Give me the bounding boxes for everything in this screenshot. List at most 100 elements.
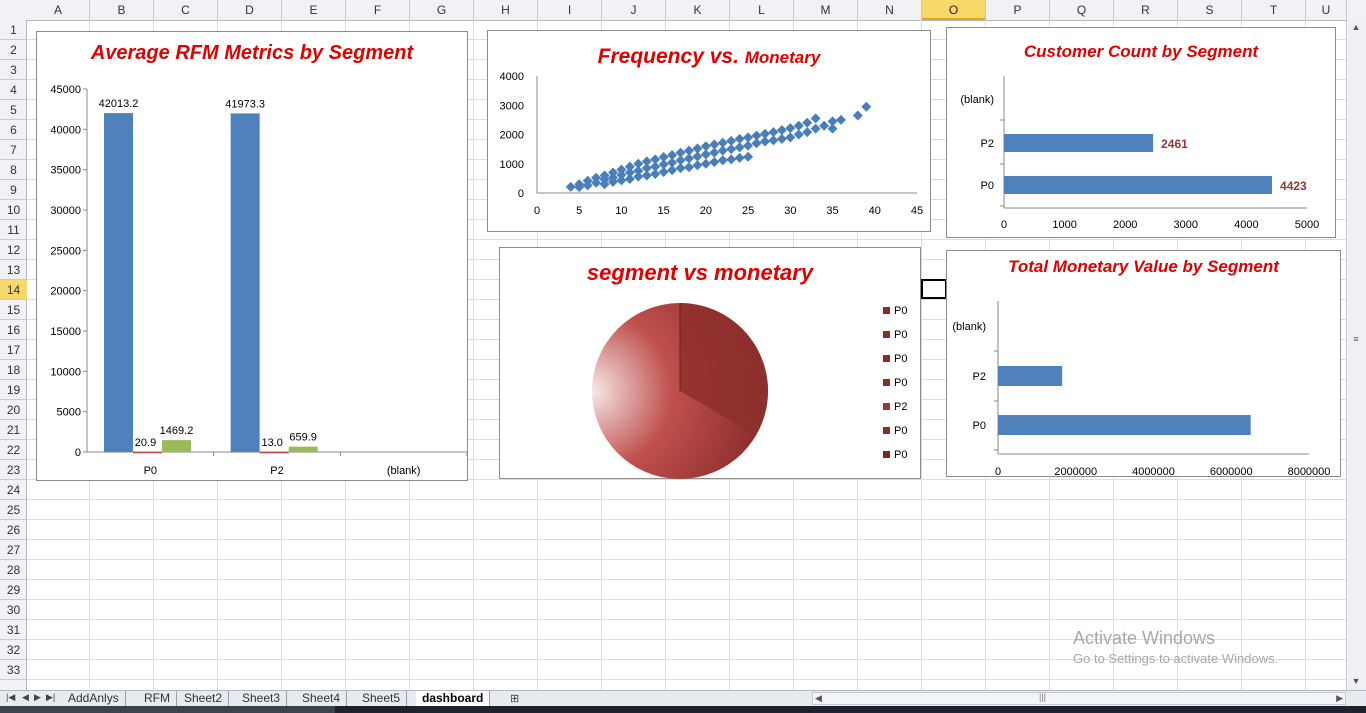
row-header-24[interactable]: 24 [0, 480, 27, 500]
sheet-tab-sheet4[interactable]: Sheet4 [296, 691, 348, 706]
row-header-11[interactable]: 11 [0, 220, 27, 240]
row-header-21[interactable]: 21 [0, 420, 27, 440]
y-tick-label: 35000 [50, 165, 81, 177]
scroll-thumb-grip-icon[interactable]: ≡ [1353, 334, 1359, 344]
scatter-point [827, 123, 838, 134]
row-header-22[interactable]: 22 [0, 440, 27, 460]
scroll-down-icon[interactable]: ▼ [1351, 676, 1361, 686]
row-header-27[interactable]: 27 [0, 540, 27, 560]
scatter-point [692, 151, 703, 162]
scatter-point [582, 175, 593, 186]
row-header-4[interactable]: 4 [0, 80, 27, 100]
row-header-18[interactable]: 18 [0, 360, 27, 380]
scroll-up-icon[interactable]: ▲ [1351, 22, 1361, 32]
active-cell[interactable] [921, 279, 947, 299]
scatter-point [743, 151, 754, 162]
row-header-30[interactable]: 30 [0, 600, 27, 620]
row-header-17[interactable]: 17 [0, 340, 27, 360]
sheet-tab-sheet2[interactable]: Sheet2 [178, 691, 230, 706]
row-header-29[interactable]: 29 [0, 580, 27, 600]
row-header-20[interactable]: 20 [0, 400, 27, 420]
sheet-tab-sheet3[interactable]: Sheet3 [236, 691, 288, 706]
row-header-26[interactable]: 26 [0, 520, 27, 540]
row-header-2[interactable]: 2 [0, 40, 27, 60]
column-header-t[interactable]: T [1242, 0, 1306, 20]
scatter-point [743, 140, 754, 151]
column-header-g[interactable]: G [410, 0, 474, 20]
chart-average-rfm[interactable]: Average RFM Metrics by Segment 0 5000 1000… [36, 31, 468, 481]
horizontal-scrollbar[interactable]: ◀ ||| ▶ [812, 692, 1346, 705]
column-header-o[interactable]: O [922, 0, 986, 20]
last-sheet-icon[interactable]: ▶| [46, 692, 56, 702]
sheet-tab-dashboard[interactable]: dashboard [416, 691, 491, 706]
next-sheet-icon[interactable]: ▶ [34, 692, 41, 702]
column-header-h[interactable]: H [474, 0, 538, 20]
column-header-p[interactable]: P [986, 0, 1050, 20]
scatter-point [819, 120, 830, 131]
row-header-12[interactable]: 12 [0, 240, 27, 260]
x-tick-label: 2000000 [1054, 466, 1097, 478]
column-header-j[interactable]: J [602, 0, 666, 20]
row-header-1[interactable]: 1 [0, 20, 27, 40]
sheet-tab-rfm[interactable]: RFM [138, 691, 177, 706]
chart-segment-vs-monetary[interactable]: segment vs monetary P0 P0 P0 P0 P2 P0 P0 [499, 247, 921, 479]
chart-total-monetary[interactable]: Total Monetary Value by Segment (blank) P… [946, 250, 1341, 478]
row-header-10[interactable]: 10 [0, 200, 27, 220]
row-header-13[interactable]: 13 [0, 260, 27, 280]
chart-customer-count[interactable]: Customer Count by Segment (blank) P2 2461 P… [946, 27, 1336, 238]
row-header-7[interactable]: 7 [0, 140, 27, 160]
sheet-tab-addanlys[interactable]: AddAnlys [62, 691, 126, 706]
prev-sheet-icon[interactable]: ◀ [22, 692, 29, 702]
scroll-thumb-grip-icon[interactable]: ||| [1039, 692, 1047, 702]
first-sheet-icon[interactable]: |◀ [6, 692, 16, 702]
row-header-14[interactable]: 14 [0, 280, 27, 300]
legend-entry: P0 [894, 425, 907, 437]
x-tick-label: 5 [576, 205, 582, 217]
vertical-scrollbar[interactable]: ▲ ≡ ▼ [1346, 20, 1366, 690]
row-header-3[interactable]: 3 [0, 60, 27, 80]
column-header-k[interactable]: K [666, 0, 730, 20]
scroll-left-icon[interactable]: ◀ [815, 693, 822, 703]
column-header-i[interactable]: I [538, 0, 602, 20]
row-header-25[interactable]: 25 [0, 500, 27, 520]
column-header-m[interactable]: M [794, 0, 858, 20]
column-header-f[interactable]: F [346, 0, 410, 20]
scatter-point [768, 135, 779, 146]
column-header-e[interactable]: E [282, 0, 346, 20]
taskbar [0, 706, 1366, 713]
row-header-32[interactable]: 32 [0, 640, 27, 660]
scatter-point [793, 120, 804, 131]
column-header-a[interactable]: A [27, 0, 90, 20]
scatter-point [667, 165, 678, 176]
row-header-31[interactable]: 31 [0, 620, 27, 640]
column-header-r[interactable]: R [1114, 0, 1178, 20]
row-header-9[interactable]: 9 [0, 180, 27, 200]
row-header-23[interactable]: 23 [0, 460, 27, 480]
column-header-d[interactable]: D [218, 0, 282, 20]
column-header-c[interactable]: C [154, 0, 218, 20]
sheet-tab-sheet5[interactable]: Sheet5 [356, 691, 408, 706]
y-tick-label: P2 [973, 371, 986, 383]
scatter-point [751, 138, 762, 149]
column-header-q[interactable]: Q [1050, 0, 1114, 20]
column-header-n[interactable]: N [858, 0, 922, 20]
column-header-l[interactable]: L [730, 0, 794, 20]
scatter-point [684, 162, 694, 173]
scatter-point [709, 156, 720, 167]
column-header-s[interactable]: S [1178, 0, 1242, 20]
row-header-33[interactable]: 33 [0, 660, 27, 680]
y-tick-label: 3000 [500, 100, 524, 112]
row-header-16[interactable]: 16 [0, 320, 27, 340]
row-header-5[interactable]: 5 [0, 100, 27, 120]
row-header-6[interactable]: 6 [0, 120, 27, 140]
chart-frequency-vs-monetary[interactable]: Frequency vs. Monetary 0 1000 2000 3000 4000… [487, 30, 931, 232]
row-header-8[interactable]: 8 [0, 160, 27, 180]
y-tick-label: P0 [973, 420, 986, 432]
column-header-b[interactable]: B [90, 0, 154, 20]
column-header-u[interactable]: U [1306, 0, 1347, 20]
row-header-28[interactable]: 28 [0, 560, 27, 580]
scroll-right-icon[interactable]: ▶ [1336, 693, 1343, 703]
insert-sheet-icon[interactable]: ⊞ [510, 693, 520, 705]
row-header-15[interactable]: 15 [0, 300, 27, 320]
row-header-19[interactable]: 19 [0, 380, 27, 400]
